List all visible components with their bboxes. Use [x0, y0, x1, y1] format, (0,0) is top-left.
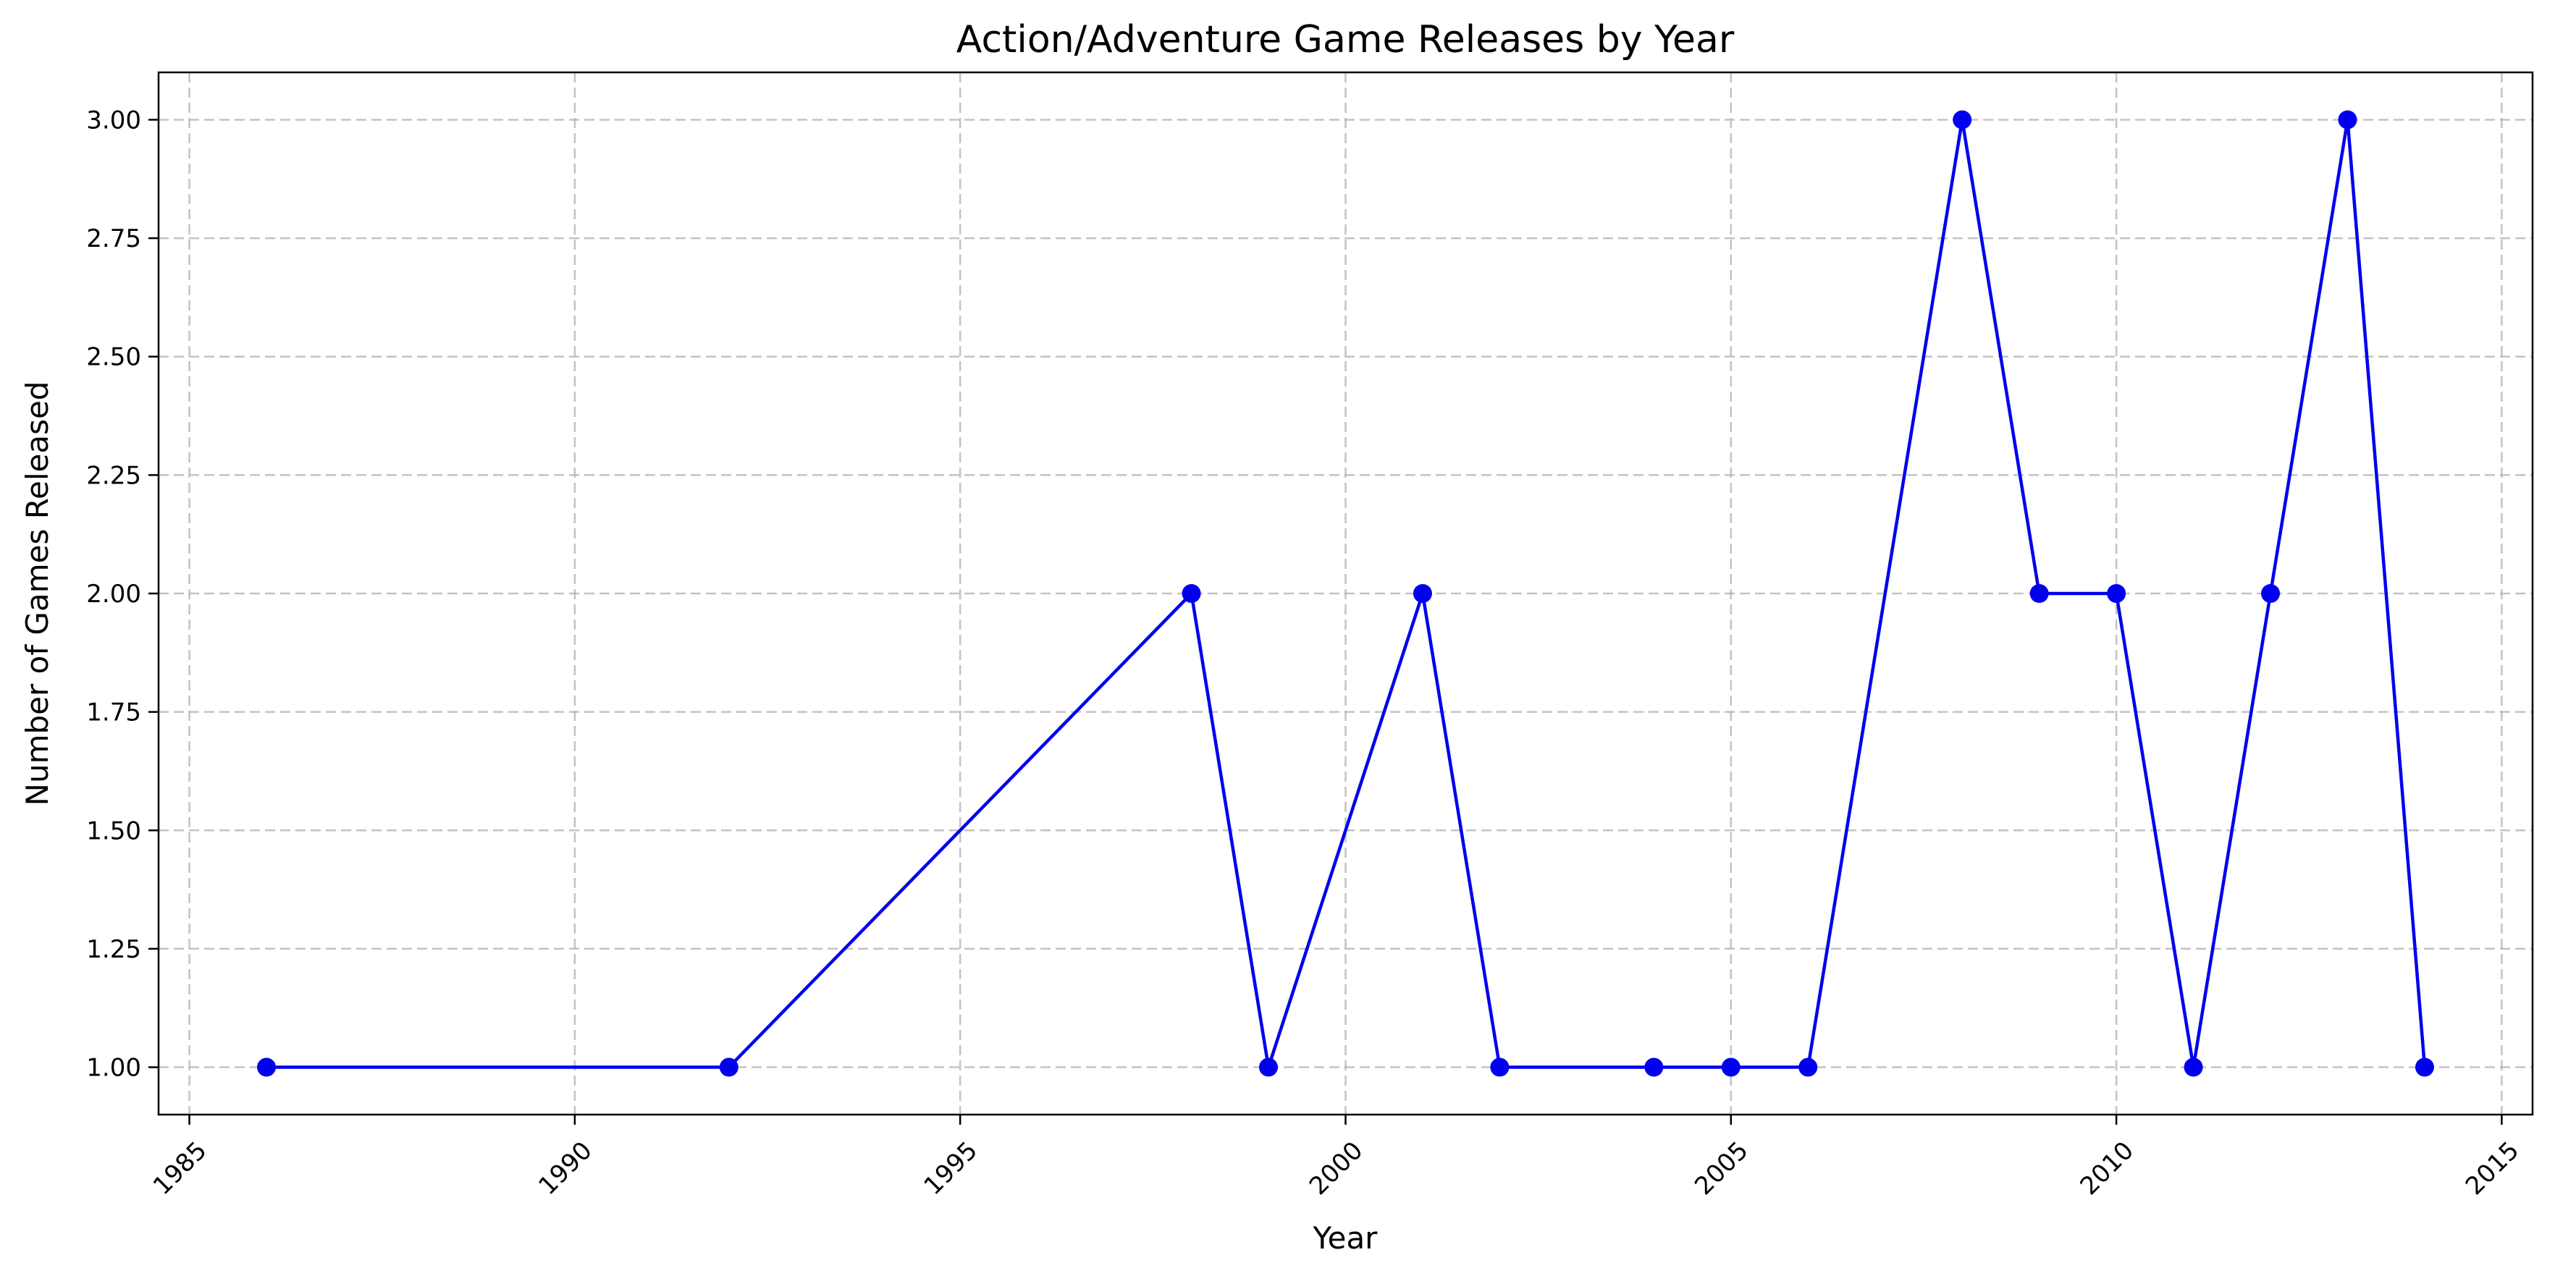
tick-layer: 1985 1990 1995 2000 2005 2010 2015 1.00 1.25 1.50…: [86, 106, 2525, 1201]
y-tick-label: 1.50: [86, 816, 141, 845]
y-axis-label: Number of Games Released: [20, 381, 55, 806]
x-tick-label: 2010: [2075, 1136, 2139, 1201]
data-point: [2184, 1057, 2203, 1077]
data-point: [2029, 584, 2049, 603]
data-point: [1644, 1057, 1664, 1077]
plot-frame: [157, 71, 2534, 1116]
x-tick-label: 1995: [919, 1136, 983, 1201]
y-tick-label: 2.75: [86, 224, 141, 253]
y-tick-label: 2.00: [86, 580, 141, 609]
y-tick-label: 1.00: [86, 1054, 141, 1083]
x-tick-label: 1990: [533, 1136, 597, 1201]
series-line: [266, 118, 2427, 1069]
data-point: [1259, 1057, 1279, 1077]
grid-layer: [159, 72, 2533, 1115]
x-axis-label: Year: [1313, 1220, 1379, 1256]
chart-title: Action/Adventure Game Releases by Year: [956, 18, 1735, 62]
data-point: [1953, 110, 1972, 130]
data-point: [1413, 584, 1432, 603]
data-point: [1721, 1057, 1741, 1077]
data-point: [719, 1057, 738, 1077]
y-tick-label: 2.25: [86, 461, 141, 490]
x-tick-label: 2005: [1689, 1136, 1754, 1201]
x-tick-label: 2015: [2460, 1136, 2525, 1201]
data-point: [2261, 584, 2281, 603]
y-tick-label: 1.75: [86, 698, 141, 727]
data-point: [1182, 584, 1201, 603]
x-tick-label: 1985: [148, 1136, 212, 1201]
x-tick-label: 2000: [1304, 1136, 1368, 1201]
y-tick-label: 1.25: [86, 935, 141, 964]
data-point: [257, 1057, 277, 1077]
data-point: [2107, 584, 2126, 603]
y-tick-label: 3.00: [86, 106, 141, 135]
data-point: [1490, 1057, 1510, 1077]
data-point: [1798, 1057, 1818, 1077]
data-point: [2338, 110, 2357, 130]
series-layer: [257, 110, 2434, 1077]
data-point: [2415, 1057, 2434, 1077]
y-tick-label: 2.50: [86, 343, 141, 372]
